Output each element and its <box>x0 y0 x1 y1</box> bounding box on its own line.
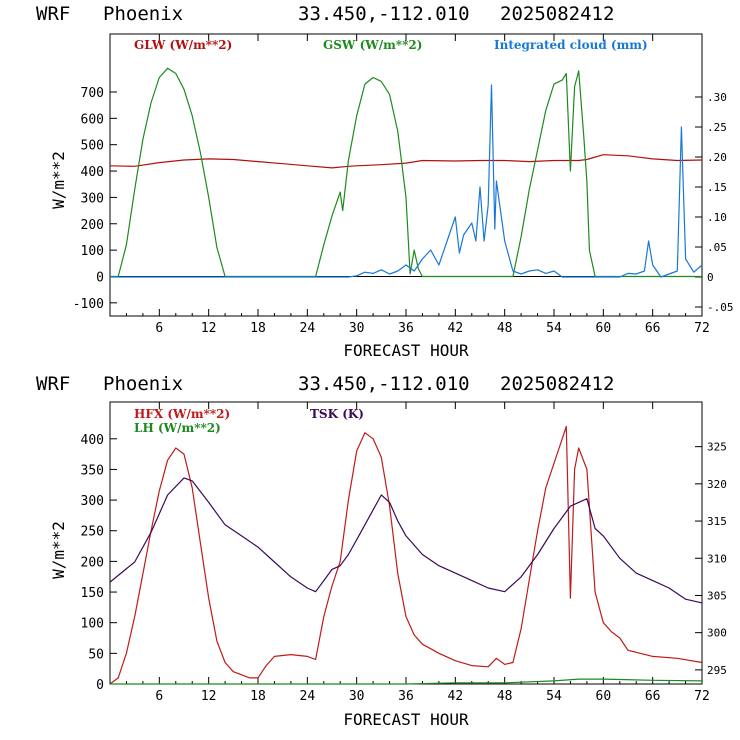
chart-2-plot-frame <box>109 401 703 685</box>
chart-1-y-tick-label: 400 <box>81 165 104 180</box>
chart-2-x-tick-label: 42 <box>448 689 464 704</box>
chart-1-x-tick-label: 72 <box>694 321 710 336</box>
chart-2-x-tick-label: 6 <box>155 689 163 704</box>
radiation-chart: WRF Phoenix 33.450,-112.010 2025082412 6… <box>36 3 734 360</box>
chart-1-y2-tick-label: .30 <box>707 91 727 104</box>
chart-2-model: WRF <box>36 373 70 395</box>
chart-1-x-tick-label: 36 <box>398 321 414 336</box>
chart-1-x-tick-label: 54 <box>546 321 562 336</box>
chart-1-x-label: FORECAST HOUR <box>343 341 469 360</box>
chart-2-x-tick-label: 18 <box>250 689 266 704</box>
chart-2-y2-tick-label: 315 <box>707 515 727 528</box>
chart-1-y-tick-label: 200 <box>81 218 104 233</box>
chart-1-y-tick-label: 0 <box>96 270 104 285</box>
chart-2-x-tick-label: 24 <box>300 689 316 704</box>
chart-1-y-tick-label: 100 <box>81 244 104 259</box>
chart-1-y2-axis: -.05 0 .05 .10 .15 .20 .25 .30 <box>695 91 734 314</box>
chart-2-y2-tick-label: 295 <box>707 664 727 677</box>
chart-2-y-tick-label: 200 <box>81 555 104 570</box>
chart-2-y-tick-label: 100 <box>81 617 104 632</box>
chart-1-x-tick-label: 42 <box>448 321 464 336</box>
chart-1-y-tick-label: 500 <box>81 139 104 154</box>
flux-chart: WRF Phoenix 33.450,-112.010 2025082412 6… <box>36 373 727 729</box>
chart-2-x-tick-label: 60 <box>596 689 612 704</box>
chart-2-init-time: 2025082412 <box>500 373 614 395</box>
chart-2-y-tick-label: 150 <box>81 586 104 601</box>
chart-1-x-tick-label: 30 <box>349 321 365 336</box>
chart-1-model: WRF <box>36 3 70 25</box>
chart-2-x-tick-label: 48 <box>497 689 513 704</box>
chart-1-x-tick-label: 6 <box>155 321 163 336</box>
chart-2-y2-tick-label: 320 <box>707 478 727 491</box>
chart-2-y-tick-label: 350 <box>81 463 104 478</box>
chart-2-x-label: FORECAST HOUR <box>343 710 469 729</box>
chart-1-y2-tick-label: .10 <box>707 211 727 224</box>
chart-2-x-tick-label: 66 <box>645 689 661 704</box>
chart-2-y-tick-label: 250 <box>81 525 104 540</box>
chart-1-y-tick-label: 600 <box>81 112 104 127</box>
chart-2-coords: 33.450,-112.010 <box>298 373 470 395</box>
chart-1-y-tick-label: 700 <box>81 86 104 101</box>
chart-2-y-tick-label: 300 <box>81 494 104 509</box>
chart-2-series-lh-line <box>110 678 703 685</box>
chart-2-y-tick-label: 0 <box>96 678 104 693</box>
chart-2-y-axis: 0 50 100 150 200 250 300 350 400 <box>81 433 117 693</box>
chart-1-y2-tick-label: .15 <box>707 181 727 194</box>
chart-1-legend-cloud: Integrated cloud (mm) <box>494 38 648 52</box>
chart-2-y-tick-label: 50 <box>88 647 104 662</box>
chart-2-x-tick-label: 30 <box>349 689 365 704</box>
chart-2-legend-tsk: TSK (K) <box>310 407 364 421</box>
chart-2-x-tick-label: 72 <box>694 689 710 704</box>
chart-1-series-gsw-line <box>110 67 702 278</box>
chart-2-y-tick-label: 400 <box>81 433 104 448</box>
chart-2-y2-tick-label: 310 <box>707 552 727 565</box>
chart-1-y-axis: -100 0 100 200 300 400 500 600 700 <box>73 86 117 312</box>
chart-1-init-time: 2025082412 <box>500 3 614 25</box>
chart-1-coords: 33.450,-112.010 <box>298 3 470 25</box>
chart-1-plot-frame <box>109 33 703 317</box>
chart-2-series-hfx-line <box>109 425 703 685</box>
chart-1-y-tick-label: -100 <box>73 297 104 312</box>
chart-1-series-glw-line <box>109 154 703 169</box>
chart-2-x-axis: 6 12 18 24 30 36 42 48 54 60 66 72 <box>125 402 710 704</box>
chart-1-y2-tick-label: .25 <box>707 121 727 134</box>
chart-1-y-label: W/m**2 <box>49 151 68 209</box>
chart-1-y2-tick-label: -.05 <box>707 301 734 314</box>
chart-2-location: Phoenix <box>103 373 183 395</box>
chart-1-y2-tick-label: .05 <box>707 241 727 254</box>
chart-1-y2-tick-label: 0 <box>707 271 714 284</box>
chart-1-x-tick-label: 12 <box>201 321 217 336</box>
chart-2-x-tick-label: 54 <box>546 689 562 704</box>
chart-2-legend-hfx: HFX (W/m**2) <box>134 407 230 421</box>
chart-2-y2-axis: 295 300 305 310 315 320 325 <box>695 441 727 677</box>
chart-2-series-tsk-line <box>109 477 703 604</box>
chart-1-x-tick-label: 24 <box>300 321 316 336</box>
chart-1-y2-tick-label: .20 <box>707 151 727 164</box>
chart-1-x-axis: 6 12 18 24 30 36 42 48 54 60 66 72 <box>125 34 710 336</box>
chart-1-y-tick-label: 300 <box>81 191 104 206</box>
chart-2-y2-tick-label: 325 <box>707 441 727 454</box>
chart-1-legend-gsw: GSW (W/m**2) <box>323 38 422 52</box>
chart-1-x-tick-label: 60 <box>596 321 612 336</box>
chart-2-series <box>109 425 703 685</box>
chart-2-y2-tick-label: 300 <box>707 627 727 640</box>
chart-2-y-label: W/m**2 <box>49 521 68 579</box>
chart-1-x-tick-label: 48 <box>497 321 513 336</box>
chart-2-x-tick-label: 36 <box>398 689 414 704</box>
chart-1-series <box>109 67 703 278</box>
chart-1-x-tick-label: 66 <box>645 321 661 336</box>
chart-2-x-tick-label: 12 <box>201 689 217 704</box>
chart-2-y2-tick-label: 305 <box>707 589 727 602</box>
chart-1-x-tick-label: 18 <box>250 321 266 336</box>
chart-1-location: Phoenix <box>103 3 183 25</box>
chart-1-series-integrated-line <box>110 84 703 278</box>
chart-1-legend-glw: GLW (W/m**2) <box>134 38 232 52</box>
chart-2-legend-lh: LH (W/m**2) <box>134 421 221 435</box>
